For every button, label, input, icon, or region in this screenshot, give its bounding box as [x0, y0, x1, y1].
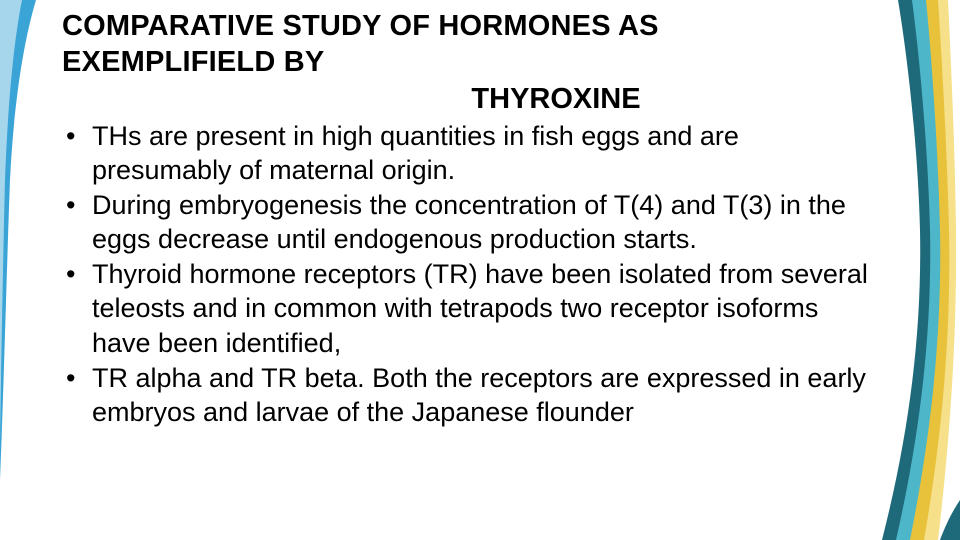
slide-subtitle: THYROXINE [62, 81, 870, 117]
bullet-item: Thyroid hormone receptors (TR) have been… [62, 257, 870, 361]
slide-title: COMPARATIVE STUDY OF HORMONES AS EXEMPLI… [62, 8, 870, 81]
slide: COMPARATIVE STUDY OF HORMONES AS EXEMPLI… [0, 0, 960, 540]
bullet-item: TR alpha and TR beta. Both the receptors… [62, 361, 870, 430]
slide-content: COMPARATIVE STUDY OF HORMONES AS EXEMPLI… [0, 0, 960, 430]
bullet-item: THs are present in high quantities in fi… [62, 119, 870, 188]
bullet-list: THs are present in high quantities in fi… [62, 119, 870, 430]
bullet-item: During embryogenesis the concentration o… [62, 188, 870, 257]
